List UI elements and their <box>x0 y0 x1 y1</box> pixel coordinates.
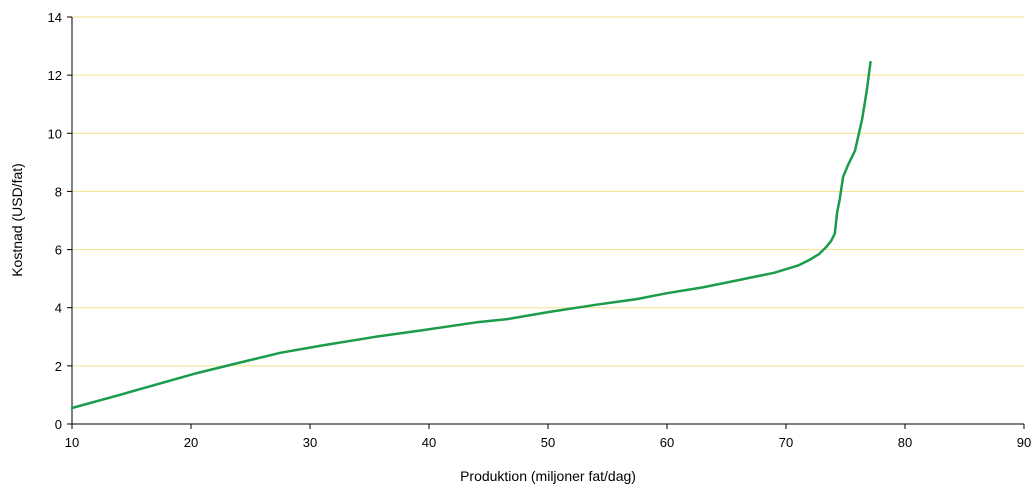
x-tick-label-10: 10 <box>65 435 79 450</box>
y-tick-label-6: 6 <box>55 243 62 258</box>
y-tick-label-0: 0 <box>55 417 62 432</box>
gridlines <box>72 16 1024 367</box>
y-tick-label-4: 4 <box>55 301 62 316</box>
series-layer <box>70 60 872 410</box>
axes <box>67 16 1025 429</box>
x-tick-label-50: 50 <box>541 435 555 450</box>
x-tick-label-70: 70 <box>779 435 793 450</box>
y-tick-label-14: 14 <box>48 10 62 25</box>
x-tick-label-40: 40 <box>422 435 436 450</box>
x-tick-label-30: 30 <box>303 435 317 450</box>
y-tick-label-2: 2 <box>55 359 62 374</box>
x-tick-label-90: 90 <box>1017 435 1031 450</box>
x-tick-label-20: 20 <box>184 435 198 450</box>
series-line-0 <box>70 60 872 410</box>
x-axis-title: Produktion (miljoner fat/dag) <box>460 468 636 484</box>
x-tick-label-80: 80 <box>898 435 912 450</box>
y-tick-label-8: 8 <box>55 184 62 199</box>
y-axis-title: Kostnad (USD/fat) <box>9 163 25 277</box>
y-tick-label-12: 12 <box>48 68 62 83</box>
y-tick-label-10: 10 <box>48 126 62 141</box>
tick-labels: 0 2 4 6 8 10 12 14 10 20 30 40 50 60 70 80 90 <box>48 10 1032 450</box>
x-tick-label-60: 60 <box>660 435 674 450</box>
